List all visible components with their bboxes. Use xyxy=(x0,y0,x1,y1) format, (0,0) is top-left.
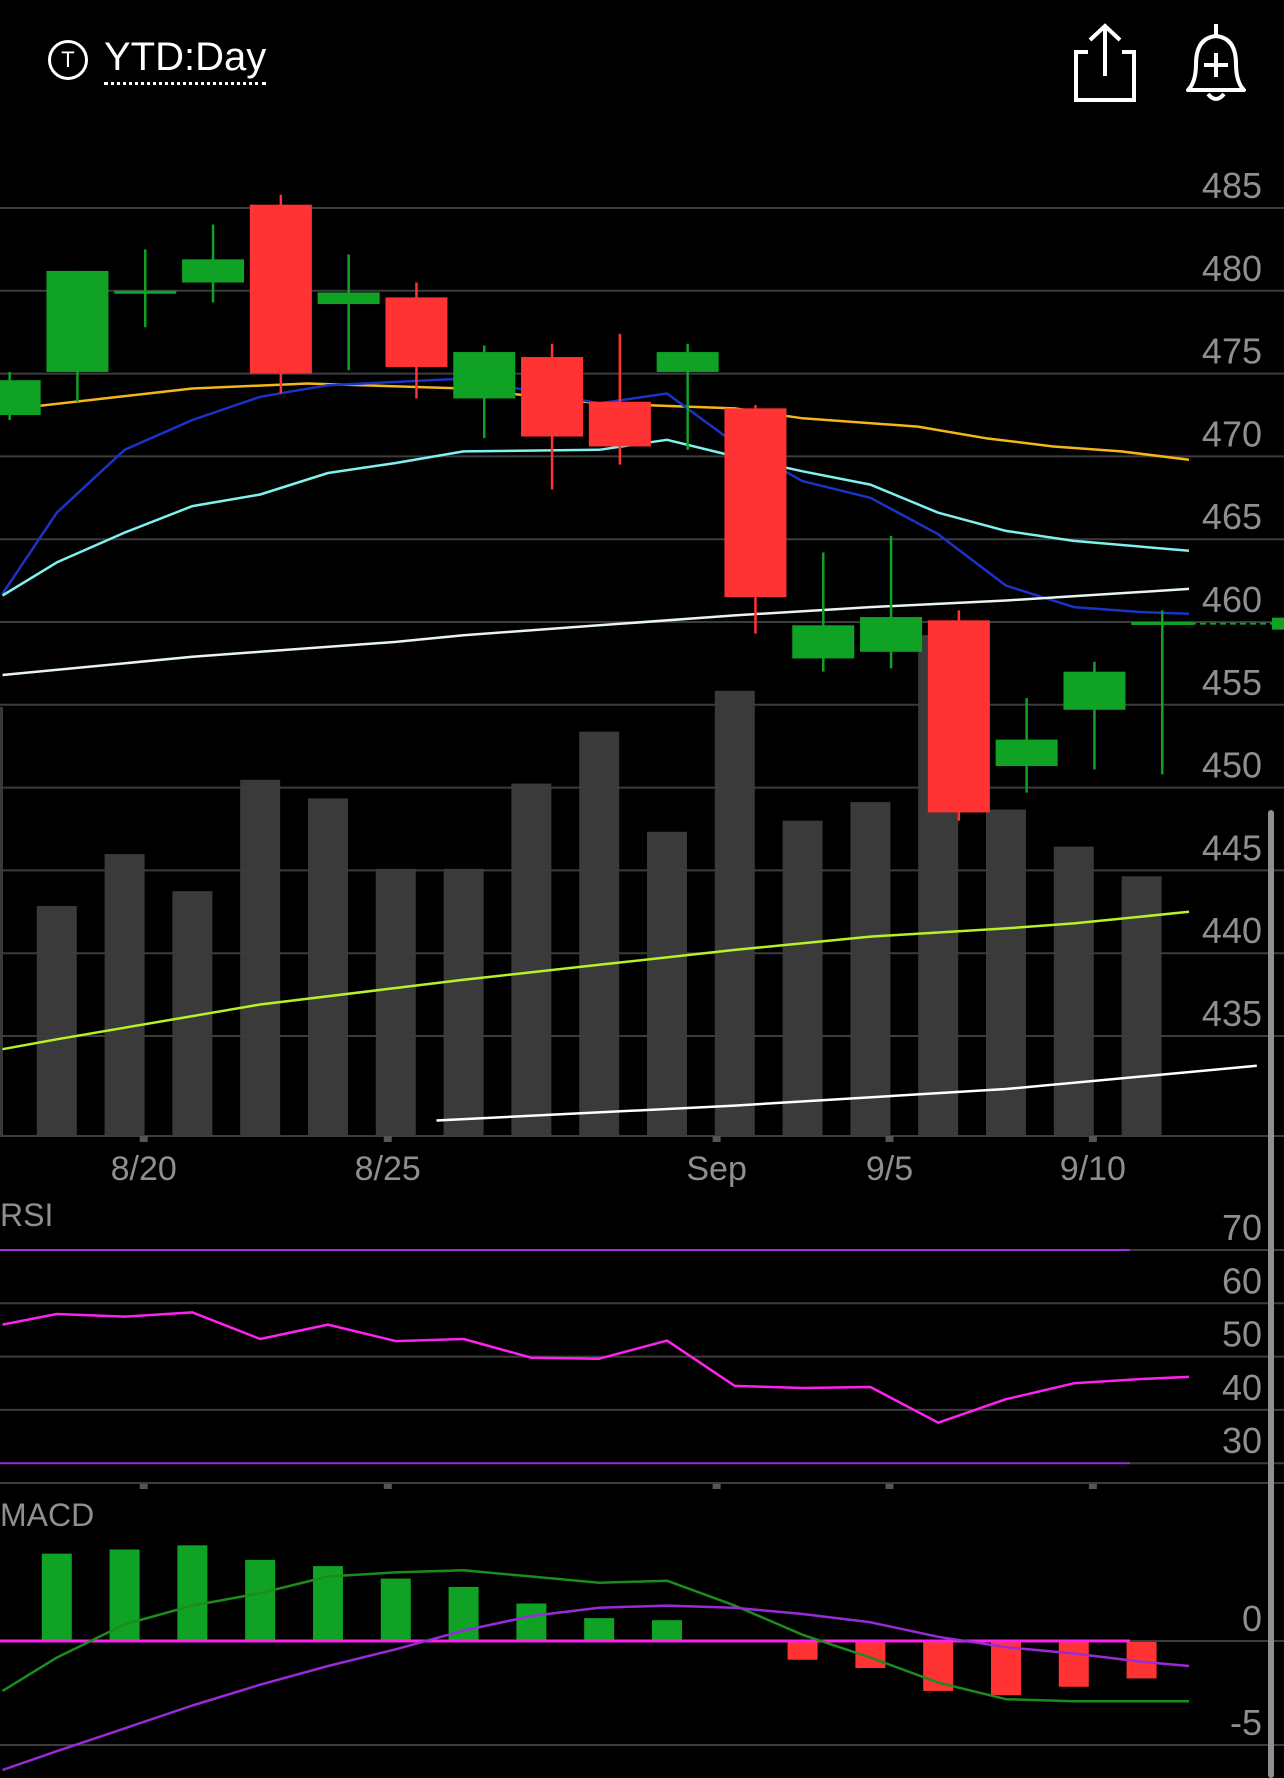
price-axis-label: 435 xyxy=(1202,993,1262,1034)
macd-histogram-bar xyxy=(584,1618,615,1641)
macd-histogram-bar xyxy=(380,1578,411,1641)
moving-average-ma-lime xyxy=(2,910,1190,1051)
moving-average-ma-long xyxy=(436,1064,1257,1122)
volume-bar xyxy=(1053,846,1094,1136)
share-icon[interactable] xyxy=(1070,22,1140,104)
macd-signal-line xyxy=(2,1604,1190,1772)
volume-bar xyxy=(1121,876,1162,1136)
volume-bar-partial xyxy=(0,707,3,1136)
volume-bar xyxy=(511,783,552,1136)
x-axis-label: Sep xyxy=(686,1150,747,1188)
moving-average-ma-fast xyxy=(1,377,1190,615)
price-axis-label: 460 xyxy=(1202,579,1262,620)
rsi-axis-label: 40 xyxy=(1222,1367,1262,1408)
range-selector[interactable]: YTD:Day xyxy=(104,34,267,85)
rsi-line xyxy=(2,1311,1190,1424)
x-tick-mark xyxy=(383,1136,392,1142)
macd-histogram-bar xyxy=(787,1641,818,1660)
macd-title: MACD xyxy=(0,1497,94,1533)
candle-up[interactable] xyxy=(995,739,1058,767)
macd-histogram-bar xyxy=(651,1620,682,1641)
macd-histogram-bar xyxy=(177,1545,208,1641)
macd-histogram-bar xyxy=(1058,1641,1089,1687)
price-axis-label: 480 xyxy=(1202,248,1262,289)
candle-down[interactable] xyxy=(385,297,448,367)
x-axis-label: 8/25 xyxy=(355,1150,421,1188)
macd-axis-label: 0 xyxy=(1242,1598,1262,1639)
candle-up[interactable] xyxy=(792,625,855,659)
candle-down[interactable] xyxy=(588,401,651,447)
rsi-x-tick-mark xyxy=(1088,1483,1097,1489)
rsi-x-tick-mark xyxy=(383,1483,392,1489)
x-axis-label: 9/5 xyxy=(866,1150,913,1188)
rsi-axis-label: 50 xyxy=(1222,1314,1262,1355)
volume-bar xyxy=(375,868,416,1136)
price-axis-label: 450 xyxy=(1202,745,1262,786)
vertical-scrollbar[interactable] xyxy=(1268,810,1274,1778)
volume-bar xyxy=(307,798,348,1136)
candle-up[interactable] xyxy=(46,270,109,372)
price-axis-label: 485 xyxy=(1202,165,1262,206)
price-axis-label: 455 xyxy=(1202,662,1262,703)
candle-up[interactable] xyxy=(182,259,245,283)
candle-up[interactable] xyxy=(114,290,177,294)
volume-bar xyxy=(850,802,891,1136)
x-tick-mark xyxy=(712,1136,721,1142)
macd-axis-label: -5 xyxy=(1230,1702,1262,1743)
x-axis-label: 9/10 xyxy=(1060,1150,1126,1188)
volume-bar xyxy=(104,854,145,1136)
volume-bar xyxy=(985,809,1026,1136)
price-axis-label: 445 xyxy=(1202,827,1262,868)
candle-down[interactable] xyxy=(521,357,584,437)
rsi-x-tick-mark xyxy=(712,1483,721,1489)
x-tick-mark xyxy=(1088,1136,1097,1142)
volume-bar xyxy=(782,820,823,1136)
x-axis-label: 8/20 xyxy=(111,1150,177,1188)
macd-histogram-bar xyxy=(109,1549,140,1641)
bell-plus-icon[interactable] xyxy=(1180,20,1252,104)
candle-up[interactable] xyxy=(453,352,516,399)
macd-histogram-bar xyxy=(448,1586,479,1641)
price-axis-label: 475 xyxy=(1202,331,1262,372)
ticker-icon[interactable]: T xyxy=(48,40,88,80)
volume-bar xyxy=(714,690,755,1136)
price-axis-label: 465 xyxy=(1202,496,1262,537)
volume-bar xyxy=(579,731,620,1136)
volume-bar xyxy=(240,779,281,1136)
candle-up[interactable] xyxy=(860,617,923,652)
moving-average-ma-white xyxy=(2,587,1190,677)
header: T YTD:Day xyxy=(0,0,1284,120)
candle-down[interactable] xyxy=(927,620,990,813)
x-tick-mark xyxy=(885,1136,894,1142)
macd-line xyxy=(1,1569,1189,1703)
candle-up[interactable] xyxy=(1063,671,1126,710)
candle-up[interactable] xyxy=(317,292,380,305)
rsi-axis-label: 70 xyxy=(1222,1207,1262,1248)
volume-bar xyxy=(443,868,484,1136)
rsi-title: RSI xyxy=(0,1197,53,1233)
macd-histogram-bar xyxy=(245,1559,276,1641)
volume-bar xyxy=(36,905,77,1136)
rsi-x-tick-mark xyxy=(885,1483,894,1489)
rsi-x-tick-mark xyxy=(139,1483,148,1489)
moving-average-ma-cyan xyxy=(1,438,1190,597)
candle-up[interactable] xyxy=(0,380,41,415)
macd-histogram-bar xyxy=(990,1641,1021,1696)
rsi-axis-label: 30 xyxy=(1222,1420,1262,1461)
macd-histogram-bar xyxy=(41,1553,72,1641)
candle-down[interactable] xyxy=(249,204,312,374)
x-tick-mark xyxy=(139,1136,148,1142)
last-price-marker xyxy=(1272,617,1284,630)
price-axis-label: 440 xyxy=(1202,910,1262,951)
volume-bar xyxy=(646,831,687,1136)
candle-up[interactable] xyxy=(656,352,719,372)
price-axis-label: 470 xyxy=(1202,413,1262,454)
candle-down[interactable] xyxy=(724,408,787,598)
macd-histogram-bar xyxy=(516,1603,547,1641)
rsi-axis-label: 60 xyxy=(1222,1260,1262,1301)
